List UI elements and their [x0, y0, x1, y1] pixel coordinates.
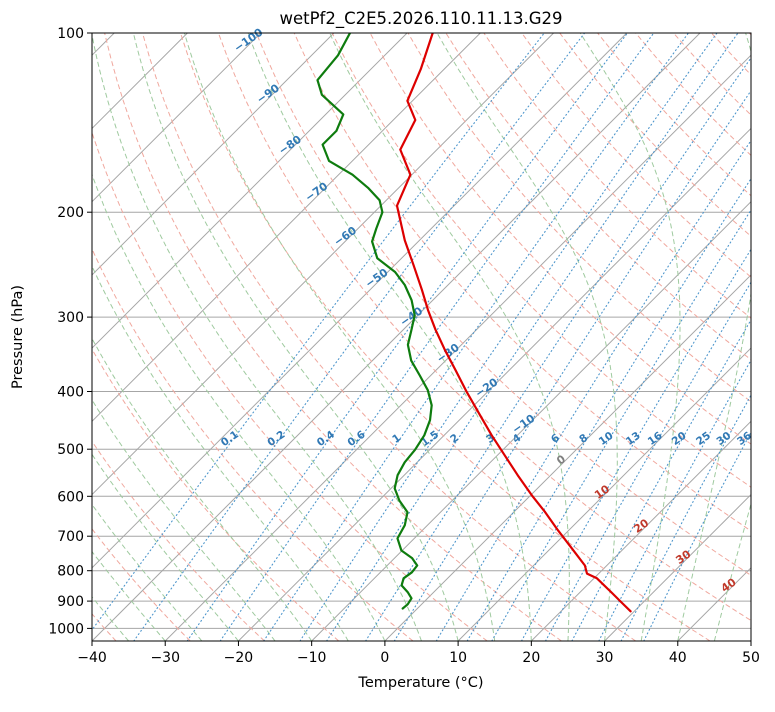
- y-tick-label: 200: [57, 205, 84, 221]
- x-tick-label: 50: [742, 650, 760, 666]
- x-tick-label: −40: [77, 650, 107, 666]
- x-tick-label: 0: [380, 650, 389, 666]
- y-tick-label: 300: [57, 310, 84, 326]
- x-tick-label: 40: [669, 650, 687, 666]
- y-tick-label: 100: [57, 26, 84, 42]
- y-tick-label: 1000: [48, 621, 84, 637]
- y-tick-label: 500: [57, 442, 84, 458]
- y-tick-label: 600: [57, 489, 84, 505]
- y-tick-label: 900: [57, 594, 84, 610]
- x-axis-label: Temperature (°C): [357, 675, 483, 691]
- x-tick-label: −30: [150, 650, 180, 666]
- x-tick-label: −10: [297, 650, 327, 666]
- y-tick-label: 700: [57, 529, 84, 545]
- x-tick-label: 20: [522, 650, 540, 666]
- x-tick-label: 10: [449, 650, 467, 666]
- y-tick-label: 400: [57, 385, 84, 401]
- y-axis-label: Pressure (hPa): [10, 285, 26, 389]
- chart-title: wetPf2_C2E5.2026.110.11.13.G29: [279, 9, 562, 29]
- x-tick-label: −20: [224, 650, 254, 666]
- x-tick-label: 30: [596, 650, 614, 666]
- y-tick-label: 800: [57, 564, 84, 580]
